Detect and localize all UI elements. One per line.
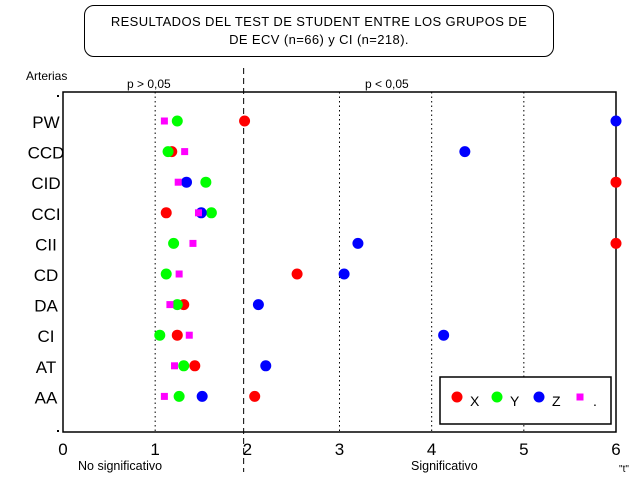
point-z-cd	[338, 268, 350, 280]
significativo-label: Significativo	[411, 459, 478, 473]
point-dot-ci	[185, 331, 193, 339]
chart-title-box: RESULTADOS DEL TEST DE STUDENT ENTRE LOS…	[84, 5, 554, 57]
no-significativo-label: No significativo	[78, 459, 162, 473]
point-y-cid	[200, 176, 212, 188]
point-x-pw	[239, 115, 251, 127]
legend-label-y: Y	[510, 393, 520, 409]
point-y-ci	[154, 329, 166, 341]
category-label-cci: CCI	[31, 205, 60, 224]
arterias-label: Arterias	[26, 69, 67, 83]
legend-marker-z	[533, 391, 545, 403]
legend-marker-y	[491, 391, 503, 403]
legend-label-dot: .	[593, 393, 597, 409]
point-x-cci	[160, 207, 172, 219]
legend-label-z: Z	[552, 393, 561, 409]
frame-dot-top	[57, 95, 59, 97]
point-z-aa	[196, 390, 208, 402]
x-tick-label-6: 6	[611, 440, 620, 459]
point-dot-da	[166, 301, 174, 309]
t-axis-label: "t"	[619, 464, 629, 475]
point-x-cii	[610, 237, 622, 249]
point-dot-aa	[160, 392, 168, 400]
p-less-label: p < 0,05	[365, 77, 409, 91]
point-z-cii	[352, 237, 364, 249]
point-x-at	[189, 360, 201, 372]
point-dot-cci	[194, 209, 202, 217]
point-dot-pw	[160, 117, 168, 125]
chart-title-line-1: RESULTADOS DEL TEST DE STUDENT ENTRE LOS…	[110, 14, 528, 29]
legend-box	[439, 376, 612, 425]
category-label-aa: AA	[35, 388, 58, 407]
legend-marker-dot	[576, 393, 584, 401]
frame-dot-bottom	[57, 430, 59, 432]
point-z-pw	[610, 115, 622, 127]
category-label-ccd: CCD	[28, 144, 65, 163]
point-y-aa	[173, 390, 185, 402]
point-y-cd	[160, 268, 172, 280]
category-label-cii: CII	[35, 235, 57, 254]
legend-label-x: X	[470, 393, 480, 409]
category-label-pw: PW	[32, 113, 59, 132]
point-z-cid	[181, 176, 193, 188]
p-greater-label: p > 0,05	[127, 77, 171, 91]
point-x-ci	[171, 329, 183, 341]
point-dot-cid	[174, 178, 182, 186]
point-x-cd	[291, 268, 303, 280]
category-label-cd: CD	[34, 266, 59, 285]
point-z-ccd	[459, 146, 471, 158]
x-tick-label-4: 4	[427, 440, 436, 459]
x-tick-label-1: 1	[150, 440, 159, 459]
point-dot-ccd	[181, 148, 189, 156]
category-label-cid: CID	[31, 174, 60, 193]
x-tick-label-0: 0	[58, 440, 67, 459]
point-y-at	[178, 360, 190, 372]
point-z-at	[260, 360, 272, 372]
point-dot-cd	[175, 270, 183, 278]
point-dot-at	[171, 362, 179, 370]
category-label-da: DA	[34, 297, 58, 316]
point-y-cii	[168, 237, 180, 249]
point-y-da	[171, 299, 183, 311]
chart-title-line-2: DE ECV (n=66) y CI (n=218).	[229, 32, 409, 47]
legend-marker-x	[451, 391, 463, 403]
category-label-at: AT	[36, 358, 56, 377]
category-label-ci: CI	[38, 327, 55, 346]
point-y-ccd	[162, 146, 174, 158]
point-y-pw	[171, 115, 183, 127]
x-tick-label-3: 3	[335, 440, 344, 459]
x-tick-label-5: 5	[519, 440, 528, 459]
point-z-ci	[438, 329, 450, 341]
point-y-cci	[205, 207, 217, 219]
point-dot-cii	[189, 239, 197, 247]
x-tick-label-2: 2	[243, 440, 252, 459]
point-x-aa	[249, 390, 261, 402]
point-z-da	[252, 299, 264, 311]
point-x-cid	[610, 176, 622, 188]
